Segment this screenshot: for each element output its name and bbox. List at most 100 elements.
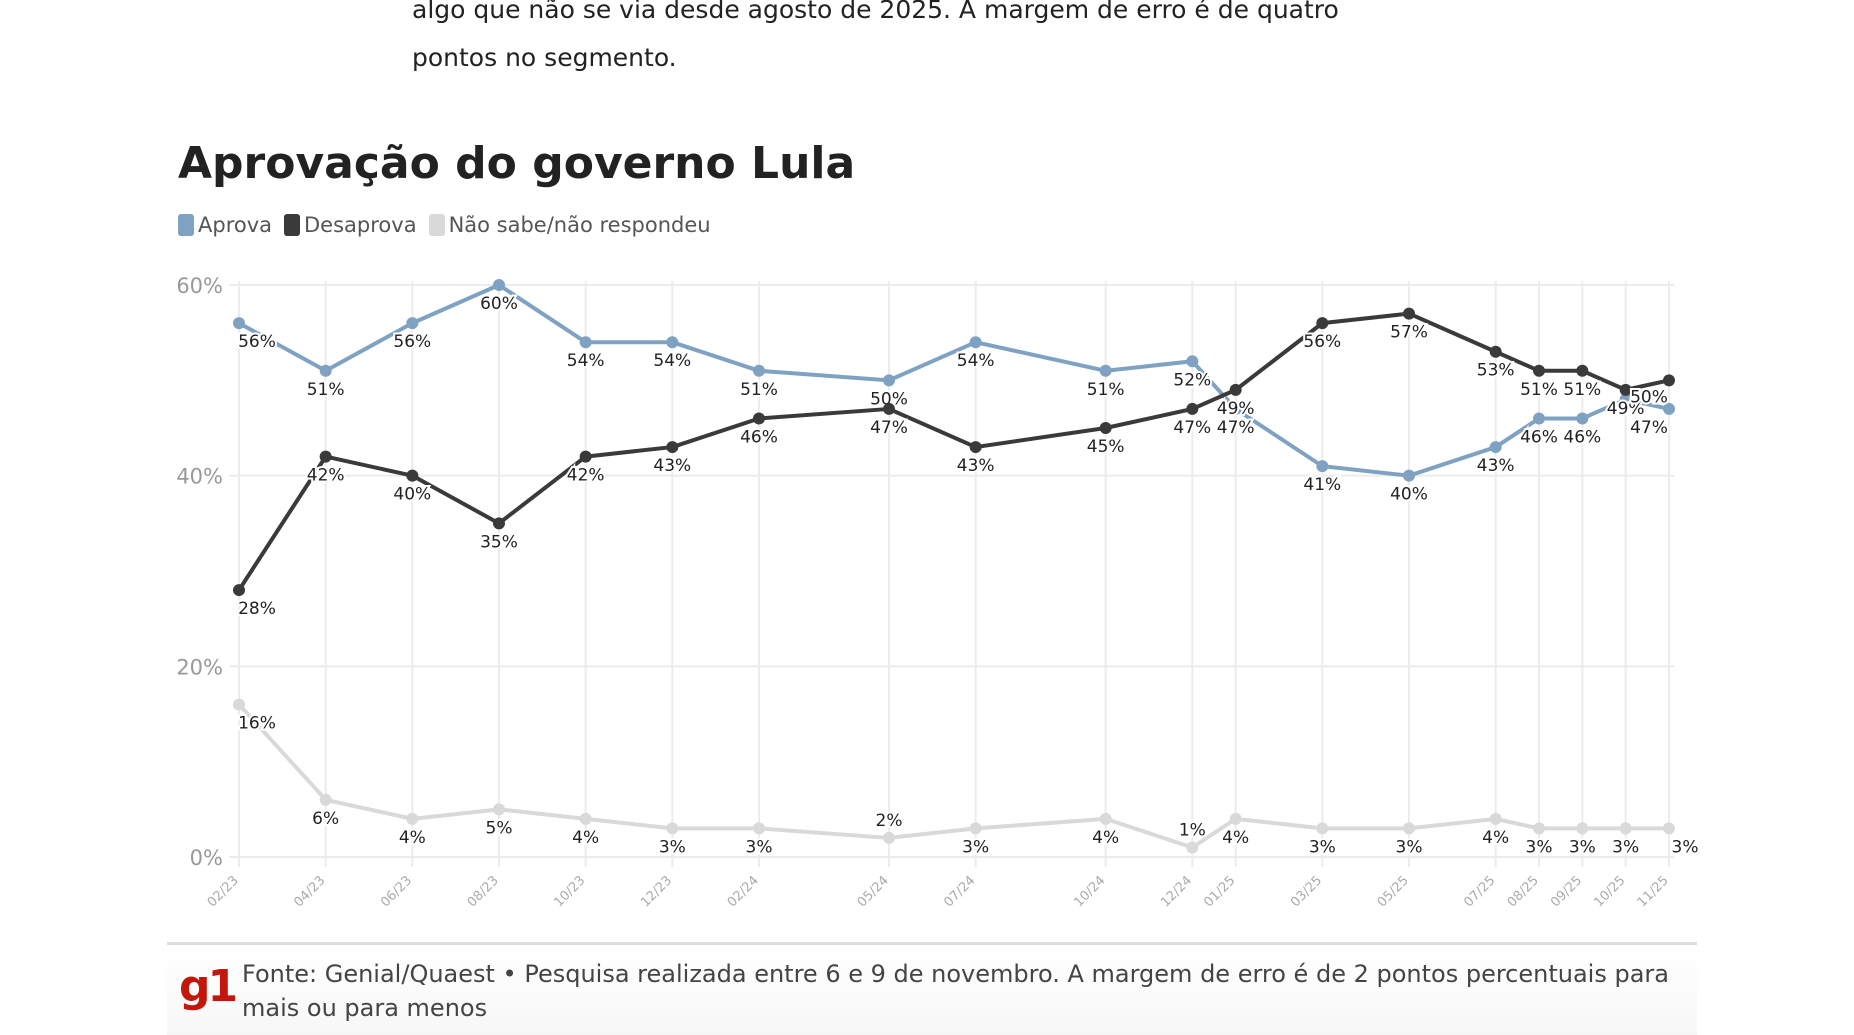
data-point [1403, 307, 1415, 320]
data-label: 52% [1173, 370, 1211, 390]
legend-swatch [428, 214, 445, 236]
data-label: 40% [393, 485, 431, 505]
data-point [666, 336, 679, 349]
data-label: 54% [567, 351, 605, 371]
data-label: 2% [876, 811, 903, 831]
data-point [969, 441, 982, 454]
x-tick-label: 10/24 [1071, 873, 1108, 910]
data-label: 60% [480, 294, 518, 314]
chart-legend: Aprova Desaprova Não sabe/não respondeu [178, 213, 711, 237]
x-tick-label: 05/25 [1375, 873, 1412, 910]
data-label: 47% [1217, 418, 1255, 438]
data-point [319, 450, 332, 463]
data-point [1576, 412, 1589, 425]
data-label: 47% [1173, 418, 1211, 438]
series-line-2 [237, 703, 1669, 850]
data-label: 47% [1630, 418, 1668, 438]
data-point [406, 812, 419, 825]
x-tick-label: 08/23 [465, 873, 502, 910]
data-point [883, 831, 895, 844]
data-label: 3% [962, 837, 989, 857]
data-label: 43% [957, 456, 995, 476]
data-label: 47% [870, 418, 908, 438]
data-point [753, 822, 765, 835]
data-label: 51% [1563, 380, 1601, 400]
data-label: 54% [653, 351, 691, 371]
x-tick-label: 05/24 [855, 873, 892, 910]
paragraph-line: pontos no segmento. [412, 43, 677, 72]
data-point [1316, 460, 1329, 473]
article-paragraph: algo que não se via desde agosto de 2025… [412, 0, 1412, 82]
data-point [1663, 402, 1675, 415]
x-tick-label: 06/23 [378, 873, 415, 910]
legend-swatch [178, 214, 194, 236]
data-point [1619, 822, 1632, 835]
data-label: 54% [957, 351, 995, 371]
data-label: 45% [1087, 437, 1125, 457]
y-tick-label: 20% [176, 655, 223, 679]
data-point [1619, 393, 1632, 406]
x-tick-label: 10/23 [551, 873, 588, 910]
x-tick-label: 02/24 [725, 873, 762, 910]
data-label: 43% [653, 456, 691, 476]
data-point [1186, 402, 1199, 415]
data-point [1489, 812, 1502, 825]
data-point [406, 317, 419, 330]
data-point [969, 336, 982, 349]
x-tick-label: 11/25 [1635, 873, 1672, 910]
legend-item-nao-sabe[interactable]: Não sabe/não respondeu [428, 213, 711, 237]
data-point [579, 450, 592, 463]
data-point [1663, 822, 1675, 835]
data-point [1229, 812, 1242, 825]
data-point [1099, 812, 1112, 825]
data-label: 28% [238, 599, 276, 619]
legend-swatch [284, 214, 301, 236]
data-point [579, 336, 592, 349]
data-label: 46% [1520, 427, 1558, 447]
data-point [1576, 822, 1589, 835]
data-point [753, 364, 765, 377]
data-point [1576, 364, 1589, 377]
data-point [753, 412, 765, 425]
data-label: 56% [393, 332, 431, 352]
chart-footer: g1 Fonte: Genial/Quaest • Pesquisa reali… [167, 942, 1697, 1035]
data-label: 4% [1482, 828, 1509, 848]
x-tick-label: 03/25 [1288, 873, 1325, 910]
data-label: 42% [567, 466, 605, 486]
data-label: 49% [1217, 399, 1255, 419]
x-tick-label: 04/23 [291, 873, 328, 910]
legend-item-desaprova[interactable]: Desaprova [284, 213, 417, 237]
data-point [579, 812, 592, 825]
data-label: 50% [1630, 387, 1668, 407]
data-point [1099, 364, 1112, 377]
data-label: 5% [486, 818, 513, 838]
data-label: 53% [1477, 361, 1515, 381]
legend-item-aprova[interactable]: Aprova [178, 213, 272, 237]
data-label: 56% [1303, 332, 1341, 352]
data-point [319, 793, 332, 806]
x-tick-label: 07/24 [941, 873, 978, 910]
paragraph-line: algo que não se via desde agosto de 2025… [412, 0, 1339, 24]
data-label: 56% [238, 332, 276, 352]
data-point [1229, 383, 1242, 396]
data-point [969, 822, 982, 835]
data-point [666, 822, 679, 835]
x-tick-label: 08/25 [1505, 873, 1542, 910]
data-point [319, 364, 332, 377]
data-label: 3% [659, 837, 686, 857]
data-point [1533, 364, 1545, 377]
y-tick-label: 40% [176, 465, 223, 489]
data-label: 49% [1607, 399, 1645, 419]
data-label: 6% [312, 809, 339, 829]
data-point [406, 469, 419, 482]
data-label: 57% [1390, 323, 1428, 343]
data-label: 35% [480, 532, 518, 552]
x-tick-label: 09/25 [1548, 873, 1585, 910]
data-label: 3% [1309, 837, 1336, 857]
y-tick-label: 60% [176, 274, 223, 298]
data-label: 43% [1477, 456, 1515, 476]
data-point [1316, 822, 1329, 835]
data-point [1229, 402, 1242, 415]
data-point [1619, 383, 1632, 396]
